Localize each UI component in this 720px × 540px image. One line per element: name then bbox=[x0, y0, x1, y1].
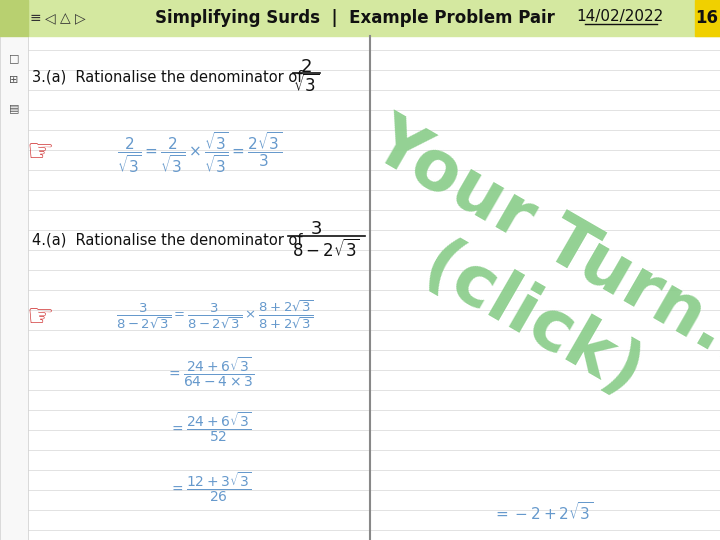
Text: ▷: ▷ bbox=[75, 11, 85, 25]
Text: ☞: ☞ bbox=[27, 303, 54, 333]
Text: ≡: ≡ bbox=[30, 11, 41, 25]
Text: ▤: ▤ bbox=[9, 103, 19, 113]
Text: Your Turn...
(click): Your Turn... (click) bbox=[320, 107, 720, 463]
Text: 16: 16 bbox=[696, 9, 719, 27]
Bar bbox=[0, 0, 720, 36]
Text: ⊞: ⊞ bbox=[9, 75, 19, 85]
Text: $= \dfrac{24+6\sqrt{3}}{64-4 \times 3}$: $= \dfrac{24+6\sqrt{3}}{64-4 \times 3}$ bbox=[166, 355, 254, 389]
Text: 3: 3 bbox=[310, 220, 322, 238]
Bar bbox=[0, 0, 28, 36]
Text: 14/02/2022: 14/02/2022 bbox=[577, 10, 664, 24]
Text: $\dfrac{3}{8-2\sqrt{3}} = \dfrac{3}{8-2\sqrt{3}} \times \dfrac{8+2\sqrt{3}}{8+2\: $\dfrac{3}{8-2\sqrt{3}} = \dfrac{3}{8-2\… bbox=[116, 299, 314, 331]
Text: $\dfrac{2}{\sqrt{3}} = \dfrac{2}{\sqrt{3}} \times \dfrac{\sqrt{3}}{\sqrt{3}} = \: $\dfrac{2}{\sqrt{3}} = \dfrac{2}{\sqrt{3… bbox=[117, 131, 283, 176]
Text: ◁: ◁ bbox=[45, 11, 55, 25]
Bar bbox=[0, 36, 28, 540]
Text: 4.(a)  Rationalise the denominator of: 4.(a) Rationalise the denominator of bbox=[32, 233, 302, 247]
Text: $8 - 2\sqrt{3}$: $8 - 2\sqrt{3}$ bbox=[292, 239, 360, 261]
Text: $\sqrt{3}$: $\sqrt{3}$ bbox=[293, 74, 319, 96]
Text: △: △ bbox=[60, 11, 71, 25]
Text: 3.(a)  Rationalise the denominator of: 3.(a) Rationalise the denominator of bbox=[32, 70, 302, 84]
Text: ☞: ☞ bbox=[27, 138, 54, 167]
Bar bbox=[695, 0, 720, 36]
Text: $= \dfrac{24+6\sqrt{3}}{52}$: $= \dfrac{24+6\sqrt{3}}{52}$ bbox=[168, 410, 251, 443]
Text: $= -2 + 2\sqrt{3}$: $= -2 + 2\sqrt{3}$ bbox=[492, 501, 593, 523]
Text: $= \dfrac{12+3\sqrt{3}}{26}$: $= \dfrac{12+3\sqrt{3}}{26}$ bbox=[168, 470, 251, 504]
Text: Simplifying Surds  |  Example Problem Pair: Simplifying Surds | Example Problem Pair bbox=[155, 9, 555, 27]
Text: 2: 2 bbox=[300, 58, 312, 76]
Text: □: □ bbox=[9, 53, 19, 63]
